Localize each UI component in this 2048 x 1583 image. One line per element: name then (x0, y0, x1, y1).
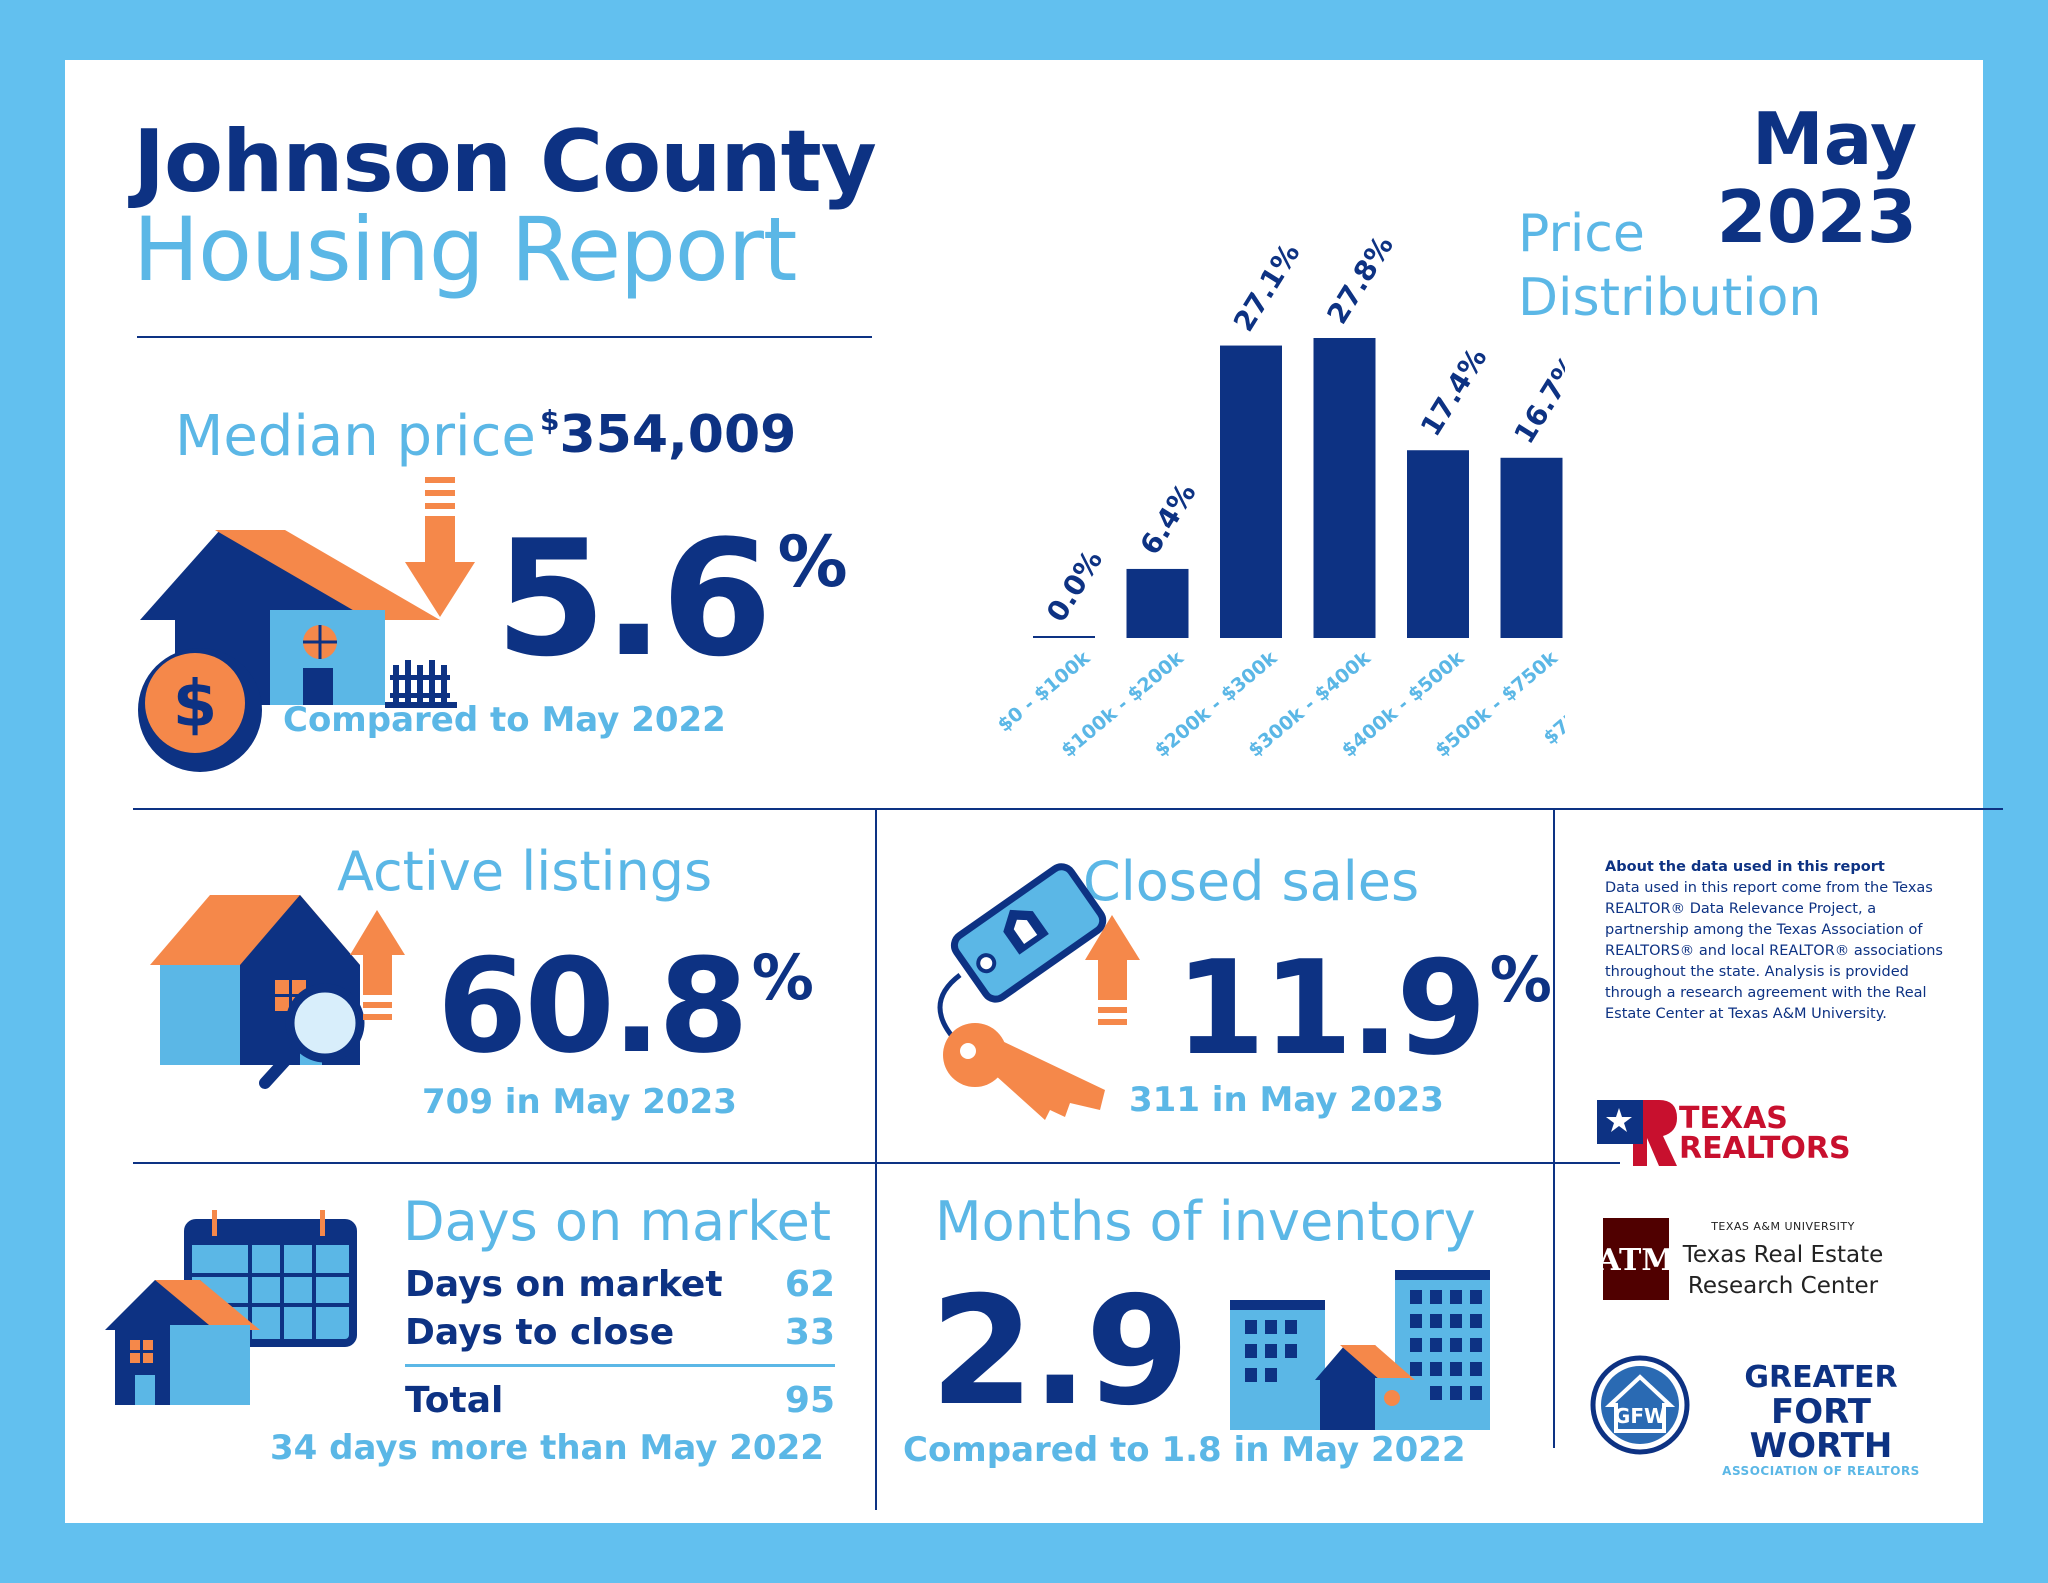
texas-realtors-line2: REALTORS (1679, 1131, 1851, 1166)
chart-title-line2: Distribution (1518, 268, 1822, 328)
row-divider-1 (133, 808, 2003, 810)
dom-note: 34 days more than May 2022 (270, 1428, 824, 1468)
tamu-logo: ATM TEXAS A&M UNIVERSITY Texas Real Esta… (1603, 1218, 1943, 1308)
report-title: Johnson County (133, 112, 877, 212)
tamu-top-text: TEXAS A&M UNIVERSITY (1711, 1220, 1855, 1233)
chart-bar (1407, 450, 1469, 638)
texas-realtors-text: TEXAS REALTORS (1679, 1104, 1851, 1164)
svg-text:ATM: ATM (1603, 1243, 1669, 1278)
chart-data-label: 6.4% (1133, 477, 1202, 560)
median-note: Compared to May 2022 (283, 700, 726, 740)
about-data: About the data used in this report Data … (1605, 857, 1945, 1025)
dom-row-value: 62 (784, 1263, 835, 1305)
up-arrow-icon (1085, 915, 1140, 1025)
dom-row-label: Days on market (405, 1263, 723, 1305)
chart-category-label: $0 - $100k (993, 647, 1094, 737)
chart-data-label: 0.0% (1040, 544, 1109, 627)
dom-total-label: Total (405, 1379, 504, 1421)
gfw-logo: GFW GREATER FORT WORTH ASSOCIATION OF RE… (1590, 1355, 1950, 1478)
dom-total-value: 95 (784, 1379, 835, 1421)
chart-title-line1: Price (1518, 204, 1645, 264)
closed-label: Closed sales (1083, 850, 1420, 913)
median-value-number: 354,009 (559, 405, 797, 465)
dom-row-label: Days to close (405, 1311, 675, 1353)
active-change-value: 60.8 (437, 930, 749, 1082)
about-heading: About the data used in this report (1605, 859, 1885, 875)
median-value: $354,009 (540, 404, 796, 465)
chart-title: Price Distribution (1518, 202, 1821, 330)
chart-bar (1313, 338, 1376, 638)
texas-realtors-line1: TEXAS (1679, 1101, 1788, 1136)
gfw-line2: FORT WORTH (1749, 1392, 1893, 1466)
up-arrow-icon (350, 910, 405, 1020)
house-money-icon: $ (138, 530, 457, 772)
inventory-value: 2.9 (930, 1265, 1190, 1439)
gfw-line1: GREATER (1744, 1360, 1898, 1395)
active-change: 60.8% (437, 930, 814, 1082)
texas-realtors-logo: TEXAS REALTORS (1597, 1098, 1851, 1168)
title-divider (137, 336, 872, 338)
chart-bar (1033, 636, 1095, 638)
dom-row-value: 33 (784, 1311, 835, 1353)
tamu-atm-mark: ATM (1603, 1218, 1669, 1300)
closed-change-value: 11.9 (1175, 932, 1487, 1084)
active-label: Active listings (337, 840, 713, 903)
calendar-house-icon (105, 1210, 357, 1405)
svg-text:$: $ (173, 668, 218, 742)
closed-change: 11.9% (1175, 932, 1552, 1084)
median-change-unit: % (777, 521, 847, 603)
median-currency: $ (540, 404, 560, 437)
svg-text:GFW: GFW (1614, 1404, 1666, 1428)
gfw-text: GREATER FORT WORTH ASSOCIATION OF REALTO… (1696, 1361, 1946, 1479)
key-tag-icon (937, 863, 1107, 1120)
closed-note: 311 in May 2023 (1129, 1080, 1444, 1120)
report-subtitle: Housing Report (133, 198, 797, 301)
chart-bar (1126, 568, 1189, 638)
chart-bar (1220, 345, 1282, 638)
median-change-value: 5.6 (495, 505, 772, 692)
active-change-unit: % (751, 941, 814, 1014)
dom-row-total: Total 95 (405, 1371, 835, 1429)
report-panel: Johnson County Housing Report May 2023 M… (65, 60, 2003, 1523)
col-divider-1 (875, 808, 877, 1510)
chart-data-label: 17.4% (1414, 342, 1493, 442)
inventory-label: Months of inventory (935, 1190, 1476, 1253)
tamu-line1: Texas Real Estate (1682, 1242, 1884, 1268)
report-date: May 2023 (1717, 100, 1917, 256)
texas-realtors-mark (1597, 1100, 1677, 1166)
dom-total-rule (405, 1364, 835, 1367)
report-month: May (1752, 97, 1917, 181)
col-divider-2 (1553, 808, 1555, 1448)
dom-row-days-to-close: Days to close 33 (405, 1308, 835, 1356)
buildings-icon (1230, 1270, 1490, 1430)
dom-table: Days on market 62 Days to close 33 Total… (405, 1260, 835, 1429)
chart-data-label: 27.1% (1227, 237, 1306, 337)
dom-label: Days on market (403, 1190, 831, 1253)
closed-change-unit: % (1489, 943, 1552, 1016)
house-search-icon (150, 895, 365, 1089)
tamu-line2: Research Center (1687, 1273, 1879, 1299)
median-label: Median price (175, 404, 536, 469)
chart-data-label: 27.8% (1320, 230, 1399, 330)
gfw-emblem: GFW (1590, 1355, 1690, 1455)
about-body: Data used in this report come from the T… (1605, 880, 1943, 1022)
inventory-note: Compared to 1.8 in May 2022 (903, 1430, 1466, 1470)
dom-row-days-on-market: Days on market 62 (405, 1260, 835, 1308)
median-change: 5.6% (495, 505, 848, 692)
tamu-text: Texas Real Estate Research Center (1677, 1240, 1889, 1302)
chart-bar (1500, 457, 1563, 638)
down-arrow-icon (405, 477, 475, 617)
active-note: 709 in May 2023 (422, 1082, 737, 1122)
chart-data-label: 16.7% (1507, 350, 1565, 450)
gfw-line3: ASSOCIATION OF REALTORS (1722, 1464, 1920, 1478)
report-year: 2023 (1716, 175, 1917, 259)
